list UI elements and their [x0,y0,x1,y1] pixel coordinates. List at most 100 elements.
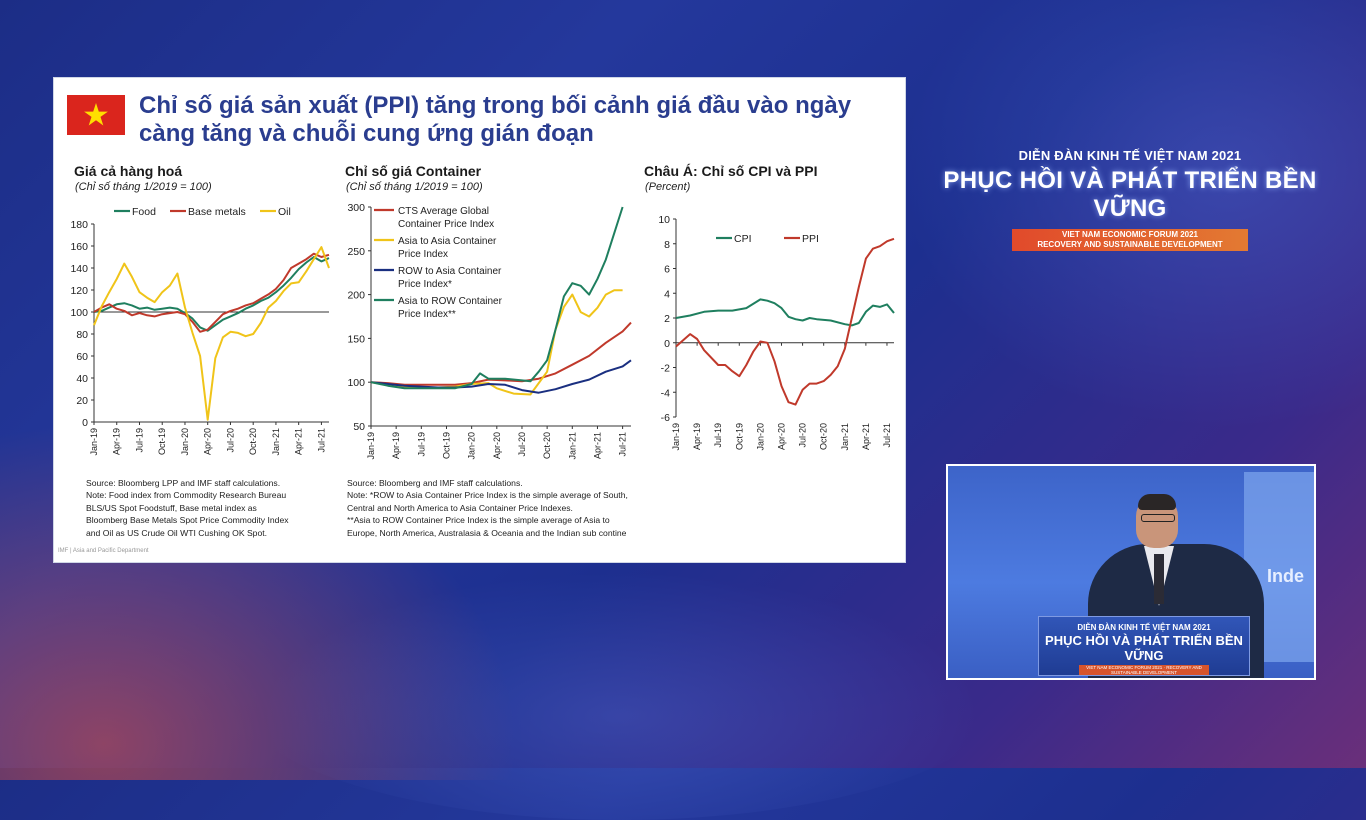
container-chart: 50 100 150 200 250 300 Jan-19 Apr-19 Jul-19 Oct-1… [347,202,632,460]
x-tick-label: Jul-21 [618,432,628,457]
legend-label: Base metals [188,206,246,218]
series-line-oil [93,246,330,421]
background-globe [230,560,1010,820]
y-tick-label: 250 [347,246,365,258]
x-tick-label: Oct-20 [819,423,829,450]
x-tick-label: Apr-21 [861,423,871,450]
legend-label: Price Index* [398,279,452,290]
legend-label: CTS Average Global [398,206,489,217]
y-tick-label: 8 [664,239,670,251]
x-tick-label: Jul-19 [134,428,144,453]
slide-title: Chỉ số giá sản xuất (PPI) tăng trong bối… [139,92,852,147]
forum-main-title: PHỤC HỒI VÀ PHÁT TRIỂN BỀN VỮNG [943,167,1317,222]
series-line-cts-average-global-container-price-index [370,321,632,386]
presentation-slide: Chỉ số giá sản xuất (PPI) tăng trong bối… [53,77,906,563]
series-line-base-metals [93,252,330,333]
y-tick-label: 120 [70,285,88,297]
series-line-ppi [675,237,895,406]
y-tick-label: 40 [76,373,88,385]
x-tick-label: Apr-19 [692,423,702,450]
speaker-tie [1154,554,1164,604]
legend-label: Food [132,206,156,218]
vietnam-flag-icon [67,95,125,135]
x-tick-label: Jan-20 [755,423,765,451]
speaker-glasses [1141,514,1175,522]
podium-small-text: VIET NAM ECONOMIC FORUM 2021 · RECOVERY … [1079,665,1209,675]
forum-en-line1: VIET NAM ECONOMIC FORUM 2021 [1061,230,1198,239]
legend-label: Asia to Asia Container [398,236,497,247]
forum-top-title: DIỄN ĐÀN KINH TẾ VIỆT NAM 2021 [1018,148,1242,163]
series-line-food [93,256,330,332]
x-tick-label: Jul-21 [882,423,892,448]
x-tick-label: Jan-21 [567,432,577,460]
x-tick-label: Jan-21 [840,423,850,451]
y-tick-label: 2 [664,313,670,325]
legend-label: Container Price Index [398,219,494,230]
x-tick-label: Jul-20 [517,432,527,457]
x-tick-label: Oct-20 [248,428,258,455]
legend-label: Oil [278,206,291,218]
panel-title-container: Chỉ số giá Container [345,163,482,179]
x-tick-label: Oct-20 [542,432,552,459]
y-tick-label: 0 [82,417,88,429]
y-tick-label: 180 [70,219,88,231]
legend-label: Price Index** [398,309,456,320]
x-tick-label: Jan-20 [180,428,190,456]
x-tick-label: Oct-19 [734,423,744,450]
x-tick-label: Apr-19 [112,428,122,455]
y-tick-label: 80 [76,329,88,341]
legend-label: Price Index [398,249,448,260]
x-tick-label: Oct-19 [441,432,451,459]
y-tick-label: 50 [353,421,365,433]
speaker-video: Inde DIỄN ĐÀN KINH TẾ VIỆT NAM 2021 PHỤC… [946,464,1316,680]
x-tick-label: Oct-19 [157,428,167,455]
forum-english-banner: VIET NAM ECONOMIC FORUM 2021 RECOVERY AN… [1012,229,1248,251]
y-tick-label: -2 [661,363,670,375]
podium: DIỄN ĐÀN KINH TẾ VIỆT NAM 2021 PHỤC HỒI … [1038,616,1250,676]
x-tick-label: Jan-20 [467,432,477,460]
x-tick-label: Apr-20 [492,432,502,459]
speaker-hair [1138,494,1176,510]
container-note: Source: Bloomberg and IMF staff calculat… [347,478,628,538]
y-tick-label: 0 [664,338,670,350]
x-tick-label: Apr-20 [776,423,786,450]
legend-label: ROW to Asia Container [398,266,502,277]
podium-main-text: PHỤC HỒI VÀ PHÁT TRIỂN BỀN VỮNG [1045,633,1243,663]
y-tick-label: 6 [664,264,670,276]
x-tick-label: Jul-20 [225,428,235,453]
podium-top-text: DIỄN ĐÀN KINH TẾ VIỆT NAM 2021 [1077,623,1211,632]
panel-title-asia: Châu Á: Chỉ số CPI và PPI [644,163,818,179]
slide-footer-note: IMF | Asia and Pacific Department [58,548,149,554]
x-tick-label: Apr-21 [294,428,304,455]
y-tick-label: 60 [76,351,88,363]
y-tick-label: 10 [658,214,670,226]
asia-cpi-ppi-chart: -6 -4 -2 0 2 4 6 8 10 Jan-19 Apr-19 Jul-19 Oct-19 Jan… [658,214,895,451]
y-tick-label: -4 [661,387,670,399]
panel-subtitle-asia: (Percent) [645,181,691,193]
x-tick-label: Jan-19 [671,423,681,451]
x-tick-label: Jul-19 [713,423,723,448]
x-tick-label: Jan-19 [366,432,376,460]
y-tick-label: 4 [664,288,670,300]
x-tick-label: Jul-19 [416,432,426,457]
panel-subtitle-container: (Chỉ số tháng 1/2019 = 100) [346,181,483,193]
y-tick-label: 300 [347,202,365,214]
y-tick-label: 200 [347,290,365,302]
legend-label: CPI [734,233,752,245]
forum-en-line2: RECOVERY AND SUSTAINABLE DEVELOPMENT [1037,240,1223,249]
panel-title-commodities: Giá cả hàng hoá [74,163,183,179]
video-screen-text: Inde [1266,566,1304,586]
y-tick-label: 100 [347,377,365,389]
series-line-asia-to-row-container-price-index- [370,206,624,390]
legend-label: PPI [802,233,819,245]
y-tick-label: 20 [76,395,88,407]
x-tick-label: Jul-21 [316,428,326,453]
x-tick-label: Apr-19 [391,432,401,459]
commodities-chart: 0 20 40 60 80 100 120 140 160 180 Jan-19 Apr-19 Jul-… [70,206,330,456]
y-tick-label: 150 [347,333,365,345]
y-tick-label: 160 [70,241,88,253]
commodities-note: Source: Bloomberg LPP and IMF staff calc… [86,478,289,538]
x-tick-label: Jan-19 [89,428,99,456]
series-line-cpi [675,298,895,327]
y-tick-label: 140 [70,263,88,275]
